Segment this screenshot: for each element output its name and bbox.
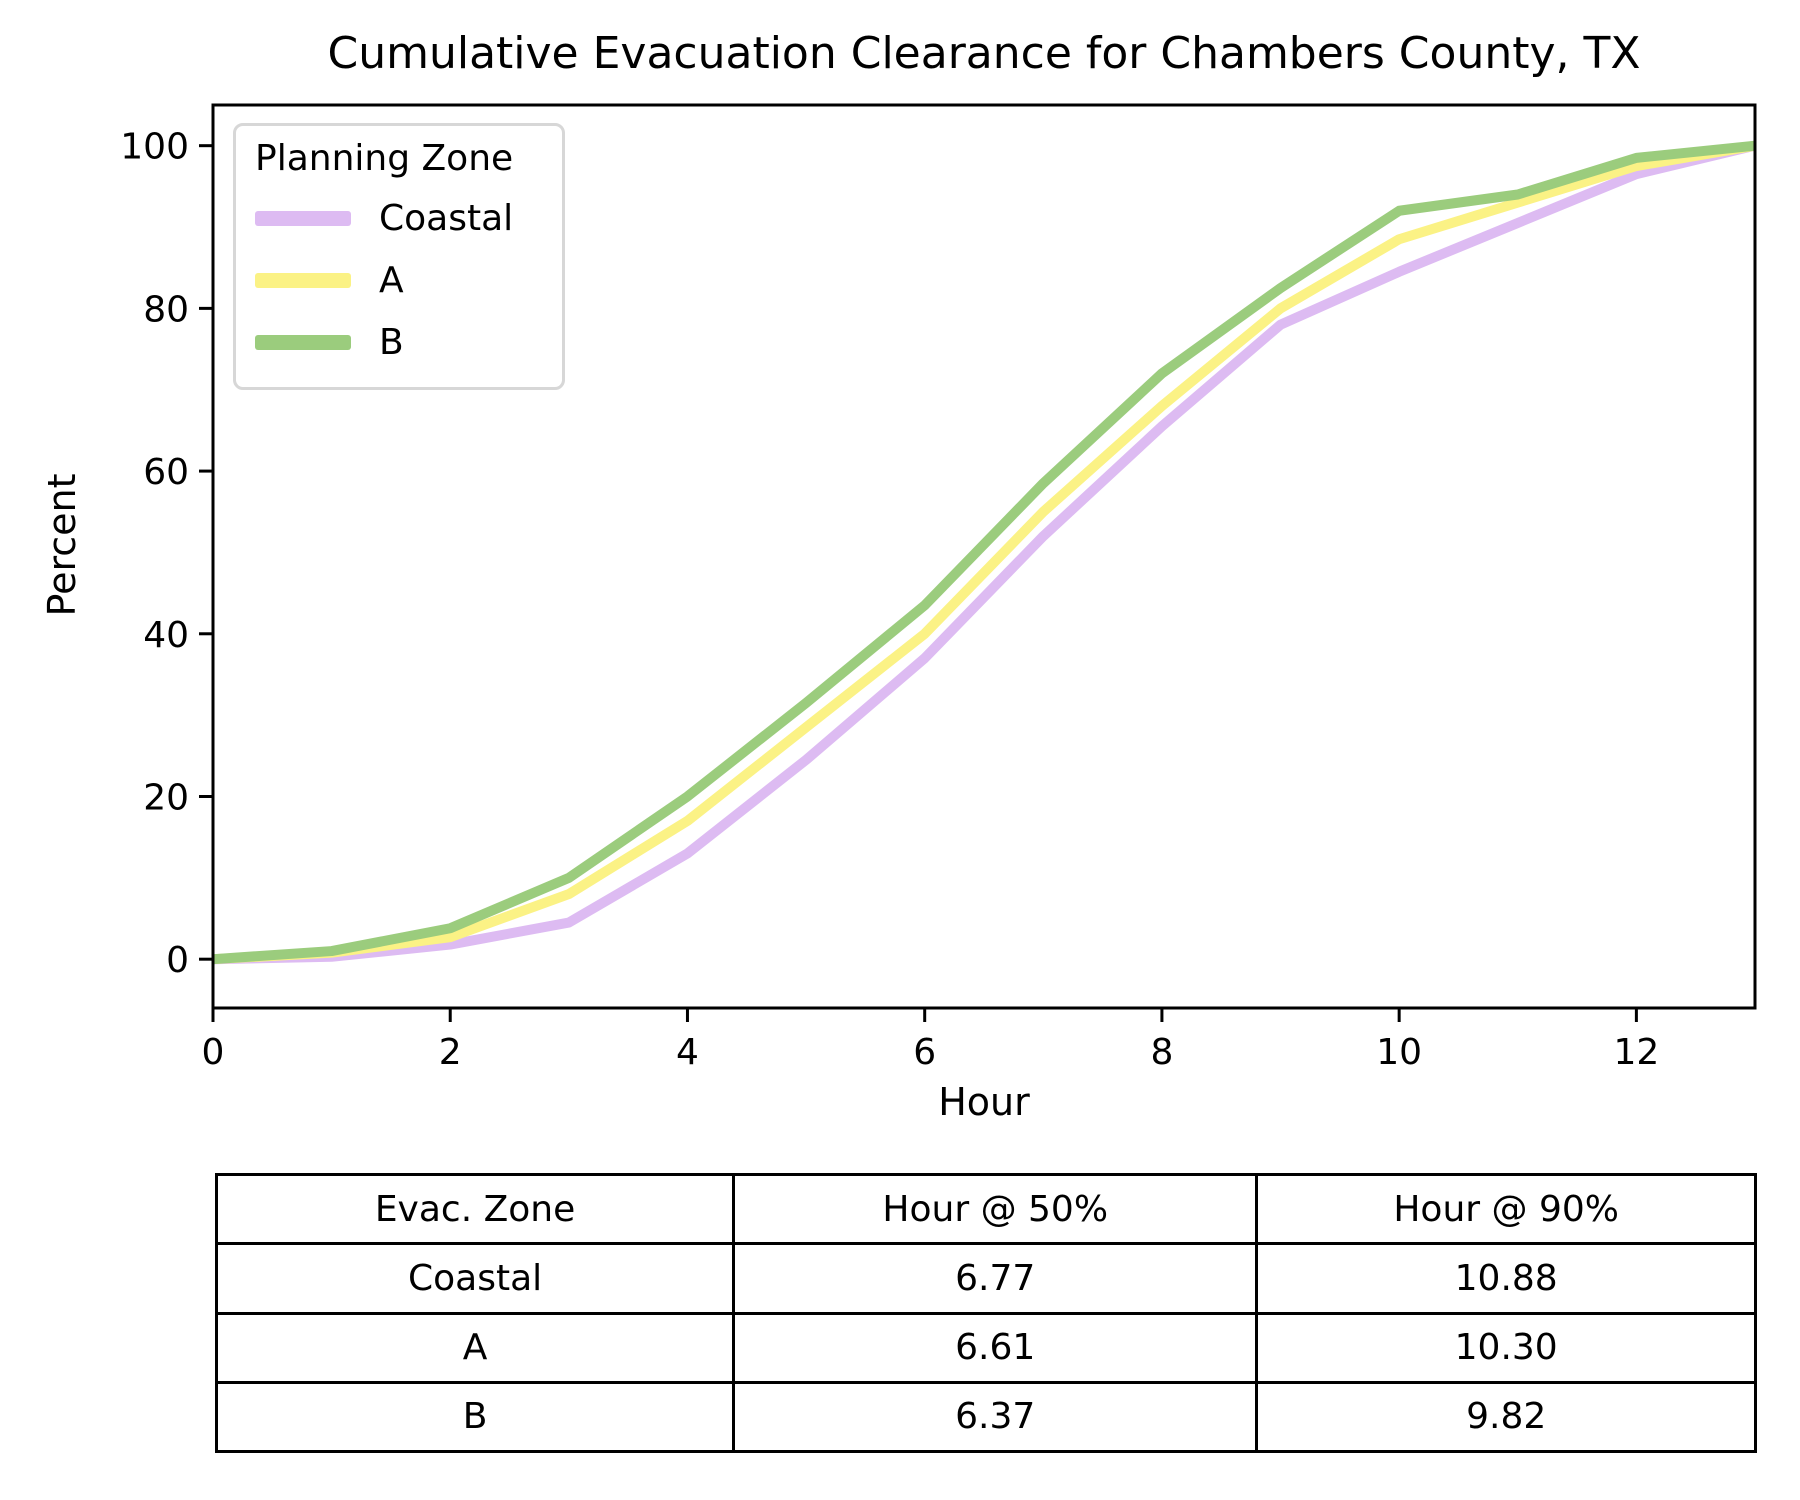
legend-item-b: B <box>255 311 562 373</box>
legend-swatch-a <box>255 272 351 288</box>
table-cell-hour90: 9.82 <box>1255 1380 1757 1454</box>
legend-label-b: B <box>379 321 404 363</box>
y-tick-label: 100 <box>120 127 189 168</box>
series-line-a <box>212 140 1756 965</box>
y-tick-label: 0 <box>166 940 189 981</box>
x-tick-label: 0 <box>202 1032 225 1073</box>
table-header-hour-90: Hour @ 90% <box>1255 1172 1757 1246</box>
table-header-hour-50: Hour @ 50% <box>732 1172 1259 1246</box>
table-cell-zone: A <box>214 1311 736 1384</box>
table-cell-zone: Coastal <box>214 1242 736 1315</box>
x-tick-label: 12 <box>1613 1032 1659 1073</box>
table-header-row: Evac. Zone Hour @ 50% Hour @ 90% <box>214 1172 1757 1246</box>
legend-label-a: A <box>379 259 404 301</box>
legend-label-coastal: Coastal <box>379 197 514 239</box>
y-tick-label: 80 <box>143 289 189 330</box>
series-line-coastal <box>212 140 1757 965</box>
axes-frame <box>211 103 1757 1010</box>
x-tick-label: 8 <box>1150 1032 1173 1073</box>
y-axis-label: Percent <box>40 473 84 617</box>
series-line-b <box>212 140 1756 965</box>
x-tick-label: 6 <box>913 1032 936 1073</box>
table-cell-hour50: 6.77 <box>732 1242 1259 1315</box>
legend-swatch-coastal <box>255 210 351 226</box>
y-tick-label: 60 <box>143 452 189 493</box>
legend: Planning Zone Coastal A B <box>233 123 565 390</box>
table-cell-hour50: 6.61 <box>732 1311 1259 1384</box>
legend-item-a: A <box>255 249 562 311</box>
table-row-coastal: Coastal 6.77 10.88 <box>214 1242 1757 1315</box>
y-tick-label: 40 <box>143 615 189 656</box>
table-cell-hour90: 10.30 <box>1255 1311 1757 1384</box>
chart-title: Cumulative Evacuation Clearance for Cham… <box>327 28 1641 79</box>
legend-title: Planning Zone <box>255 138 514 179</box>
table-cell-hour50: 6.37 <box>732 1380 1259 1454</box>
x-tick-label: 10 <box>1376 1032 1422 1073</box>
table-cell-hour90: 10.88 <box>1255 1242 1757 1315</box>
legend-swatch-b <box>255 334 351 350</box>
y-tick-label: 20 <box>143 777 189 818</box>
x-tick-label: 4 <box>676 1032 699 1073</box>
table-header-evac-zone: Evac. Zone <box>214 1172 736 1246</box>
table-row-a: A 6.61 10.30 <box>214 1311 1757 1384</box>
x-tick-label: 2 <box>439 1032 462 1073</box>
table-row-b: B 6.37 9.82 <box>214 1380 1757 1454</box>
clearance-metrics-table: Evac. Zone Hour @ 50% Hour @ 90% Coastal… <box>214 1172 1757 1454</box>
x-axis-label: Hour <box>938 1080 1030 1124</box>
legend-item-coastal: Coastal <box>255 187 562 249</box>
table-cell-zone: B <box>214 1380 736 1454</box>
